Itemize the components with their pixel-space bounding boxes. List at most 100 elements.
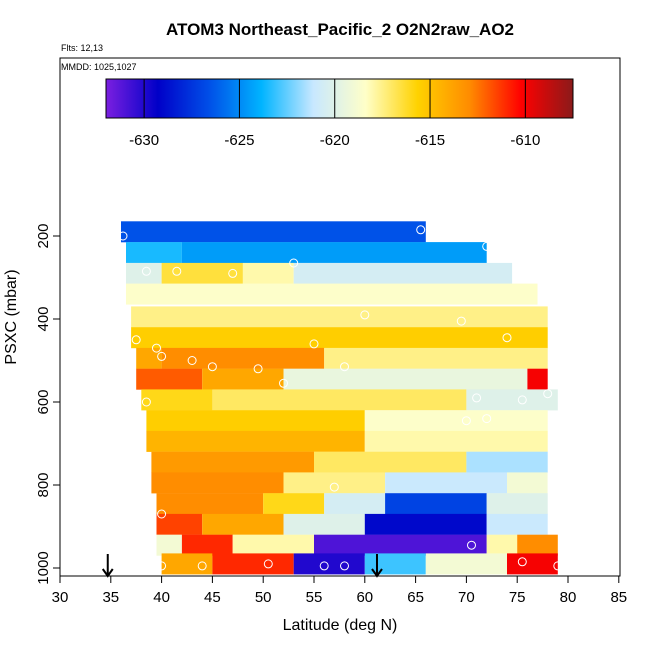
sample-point-22 — [543, 389, 553, 399]
sample-point-26 — [157, 509, 167, 519]
sample-point-32 — [517, 557, 527, 567]
sample-point-3 — [141, 266, 151, 276]
sample-point-13 — [207, 362, 217, 372]
arrow-marker-0 — [101, 554, 114, 578]
heat-cell-r3-s0 — [126, 283, 538, 305]
heat-cell-r4-s0 — [131, 306, 548, 328]
heat-cell-r12-s2 — [385, 472, 507, 494]
heat-cell-r14-s4 — [486, 513, 548, 535]
x-tick-label-8: 70 — [458, 589, 475, 606]
heat-cell-r10-s0 — [146, 430, 365, 452]
heat-cell-r11-s2 — [466, 451, 548, 473]
heat-cell-r7-s3 — [527, 368, 548, 390]
colorbar-tick-label-3: -615 — [415, 132, 445, 149]
mmdd-label: MMDD: 1025,1027 — [61, 62, 137, 72]
heat-cell-r8-s2 — [466, 389, 558, 411]
sample-point-1 — [416, 225, 426, 235]
sample-point-23 — [461, 416, 471, 426]
colorbar-gradient — [105, 78, 574, 119]
heat-cell-r10-s1 — [364, 430, 548, 452]
sample-point-17 — [340, 362, 349, 372]
heat-cell-r7-s0 — [136, 368, 203, 390]
sample-point-24 — [482, 414, 492, 424]
sample-point-9 — [131, 335, 141, 345]
heat-cell-r13-s3 — [385, 493, 487, 515]
heat-cell-r7-s2 — [283, 368, 528, 390]
heat-cell-r15-s3 — [314, 534, 487, 556]
colorbar: -630 -625 -620 -615 -610 — [105, 78, 574, 149]
heat-cell-r13-s2 — [324, 493, 386, 515]
heat-cell-r14-s1 — [202, 513, 284, 535]
sample-point-34 — [157, 561, 167, 571]
x-tick-label-10: 80 — [560, 589, 577, 606]
sample-point-12 — [187, 356, 197, 365]
sample-point-8 — [456, 316, 466, 326]
heat-cell-r2-s1 — [161, 262, 243, 284]
heat-cell-r14-s3 — [364, 513, 487, 535]
sample-points — [118, 225, 563, 571]
heat-cell-r16-s3 — [364, 553, 426, 575]
plot-frame — [59, 57, 621, 577]
heat-cell-r2-s0 — [126, 262, 162, 284]
sample-point-6 — [289, 258, 299, 268]
heatmap-cells — [121, 221, 558, 575]
heat-cell-r14-s2 — [283, 513, 365, 535]
colorbar-tick-label-0: -630 — [129, 132, 159, 149]
heat-cell-r0-s0 — [121, 221, 426, 243]
heat-cell-r2-s2 — [242, 262, 294, 284]
sample-point-7 — [360, 310, 370, 320]
x-tick-label-5: 55 — [306, 589, 323, 606]
heat-cell-r13-s4 — [486, 493, 548, 515]
heat-cell-r8-s0 — [141, 389, 213, 411]
heat-cell-r12-s3 — [507, 472, 548, 494]
y-axis-label: PSXC (mbar) — [3, 269, 20, 364]
heat-cell-r11-s1 — [314, 451, 467, 473]
heat-cell-r13-s0 — [156, 493, 264, 515]
y-tick-label-3: 800 — [35, 472, 52, 497]
x-tick-label-6: 60 — [356, 589, 373, 606]
heat-cell-r13-s1 — [263, 493, 325, 515]
heat-cell-r6-s2 — [324, 347, 548, 369]
heat-cell-r8-s1 — [212, 389, 467, 411]
heat-cell-r1-s1 — [181, 242, 487, 264]
heat-cell-r15-s4 — [486, 534, 518, 556]
heat-cell-r6-s1 — [161, 347, 325, 369]
sample-point-20 — [472, 393, 482, 403]
heat-cell-r15-s0 — [156, 534, 182, 556]
y-tick-label-4: 1000 — [35, 551, 52, 584]
x-tick-label-4: 50 — [255, 589, 272, 606]
sample-point-33 — [553, 561, 563, 571]
sample-point-14 — [253, 364, 263, 374]
sample-point-0 — [118, 231, 128, 241]
heat-cell-r2-s3 — [293, 262, 513, 284]
flights-label: Flts: 12,13 — [61, 43, 103, 53]
colorbar-tick-label-2: -620 — [320, 132, 350, 149]
heat-cell-r15-s2 — [232, 534, 314, 556]
sample-point-25 — [329, 482, 339, 492]
sample-point-2 — [482, 241, 492, 251]
x-axis-label: Latitude (deg N) — [283, 617, 398, 634]
x-axis: 30 35 40 45 50 55 60 65 70 75 80 85 — [52, 576, 627, 606]
sample-point-11 — [157, 351, 167, 361]
sample-point-5 — [228, 268, 238, 278]
x-tick-label-3: 45 — [204, 589, 221, 606]
sample-point-18 — [502, 333, 512, 343]
sample-point-10 — [152, 343, 161, 353]
sample-point-19 — [141, 397, 151, 407]
heat-cell-r15-s1 — [181, 534, 233, 556]
heat-cell-r16-s5 — [507, 553, 558, 575]
heat-cell-r9-s0 — [146, 410, 365, 432]
y-tick-label-0: 200 — [35, 223, 52, 248]
sample-point-4 — [172, 266, 182, 276]
colorbar-tick-label-1: -625 — [224, 132, 254, 149]
x-tick-label-7: 65 — [407, 589, 424, 606]
heat-cell-r16-s2 — [293, 553, 365, 575]
heat-cell-r9-s1 — [364, 410, 548, 432]
x-tick-label-0: 30 — [52, 589, 69, 606]
heat-cell-r11-s0 — [151, 451, 314, 473]
sample-point-21 — [517, 395, 527, 405]
sample-point-30 — [319, 561, 329, 571]
chart-title: ATOM3 Northeast_Pacific_2 O2N2raw_AO2 — [166, 20, 514, 39]
heat-cell-r16-s0 — [161, 553, 213, 575]
